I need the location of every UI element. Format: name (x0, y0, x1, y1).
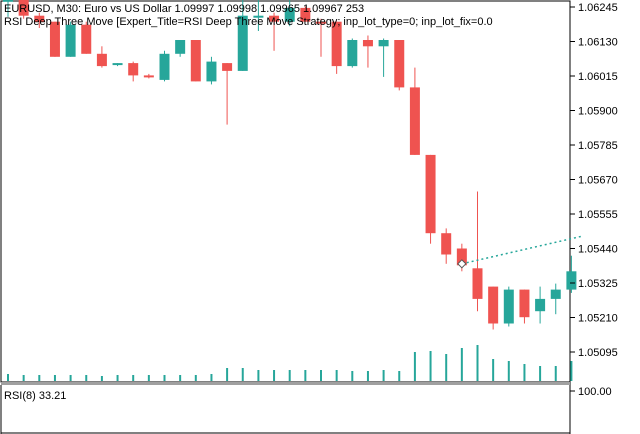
price-tick-label: 1.06245 (578, 2, 618, 14)
main-panel-frame (0, 0, 571, 383)
candle-body (519, 289, 530, 318)
candle-body (409, 87, 420, 155)
candle-body (535, 298, 546, 312)
candle-body (18, 0, 29, 16)
candle (519, 289, 530, 324)
candle-body (49, 21, 60, 57)
price-tick-label: 1.05095 (578, 347, 618, 359)
rsi-level-label: 100.00 (578, 386, 612, 398)
candle (347, 38, 358, 68)
candle-body (269, 15, 280, 22)
candle (190, 40, 201, 82)
candle-body (3, 0, 13, 2)
candle (206, 56, 217, 85)
panel-separator (1, 382, 570, 385)
candle (49, 21, 60, 57)
candle-body (378, 40, 389, 47)
candle (566, 255, 577, 293)
candle-body (96, 53, 107, 67)
candle (472, 191, 483, 312)
candle-body (425, 154, 436, 234)
candle-body (503, 289, 514, 324)
candle (18, 0, 29, 19)
candle (237, 0, 248, 71)
candle-body (394, 40, 405, 88)
candle-body (472, 268, 483, 299)
trade-marker-icon[interactable] (457, 259, 467, 269)
candle (143, 73, 154, 79)
rsi-indicator-label: RSI(8) 33.21 (4, 390, 66, 402)
symbol-info: EURUSD, M30: Euro vs US Dollar 1.09997 1… (4, 3, 364, 15)
candle-body (300, 7, 311, 22)
expert-info: RSI Deep Three Move [Expert_Title=RSI De… (4, 16, 493, 28)
candle-body (222, 63, 233, 71)
candle (362, 35, 373, 68)
candle (253, 0, 264, 31)
candle (316, 18, 326, 57)
candle (284, 0, 295, 27)
candle-body (65, 24, 76, 57)
candle-body (456, 248, 467, 266)
candle (112, 63, 123, 67)
candle (65, 21, 76, 57)
price-tick-label: 1.06130 (578, 37, 618, 49)
candle-body (143, 75, 154, 78)
price-tick-label: 1.05785 (578, 140, 618, 152)
price-axis: 1.06245 1.06130 1.06015 1.05900 1.05785 1.056… (570, 2, 618, 359)
price-tick-label: 1.05325 (578, 278, 618, 290)
candle (3, 0, 13, 17)
candle-body (237, 15, 248, 71)
candle (331, 21, 342, 74)
candle (269, 12, 280, 51)
candle-body (566, 271, 577, 290)
candle-body (253, 15, 264, 18)
price-tick-label: 1.05440 (578, 244, 618, 256)
candle (34, 12, 45, 28)
candle-body (550, 289, 561, 299)
candle-body (331, 21, 342, 67)
candle-body (190, 40, 201, 82)
candle (394, 40, 405, 91)
candle-body (159, 53, 170, 80)
price-tick-label: 1.05210 (578, 313, 618, 325)
candle (409, 67, 420, 155)
candle-body (81, 24, 92, 54)
candle (503, 286, 514, 327)
candlesticks (3, 0, 577, 330)
candle (159, 50, 170, 82)
candle (488, 286, 499, 330)
candle (81, 21, 92, 54)
candle (550, 283, 561, 315)
candle (378, 38, 389, 77)
candle (425, 154, 436, 244)
volume-bars (7, 345, 573, 381)
candle-body (206, 61, 217, 82)
candle-body (175, 40, 186, 54)
candle-body (347, 40, 358, 67)
candle-body (112, 63, 123, 66)
candle-body (284, 7, 295, 22)
price-tick-label: 1.05670 (578, 175, 618, 187)
trade-trend-line (457, 235, 581, 269)
candle-body (34, 15, 45, 22)
candle-body (441, 233, 452, 255)
candle (175, 40, 186, 57)
candle-body (128, 63, 139, 76)
candle (128, 61, 139, 82)
candle-body (316, 21, 326, 24)
trend-line (461, 235, 581, 265)
candle (441, 228, 452, 264)
price-tick-label: 1.05555 (578, 209, 618, 221)
candle-body (362, 40, 373, 47)
price-tick-label: 1.06015 (578, 71, 618, 83)
candle (222, 63, 233, 125)
price-tick-label: 1.05900 (578, 106, 618, 118)
candle (96, 46, 107, 68)
candle (535, 286, 546, 324)
candle (300, 6, 311, 22)
candle-body (488, 286, 499, 324)
